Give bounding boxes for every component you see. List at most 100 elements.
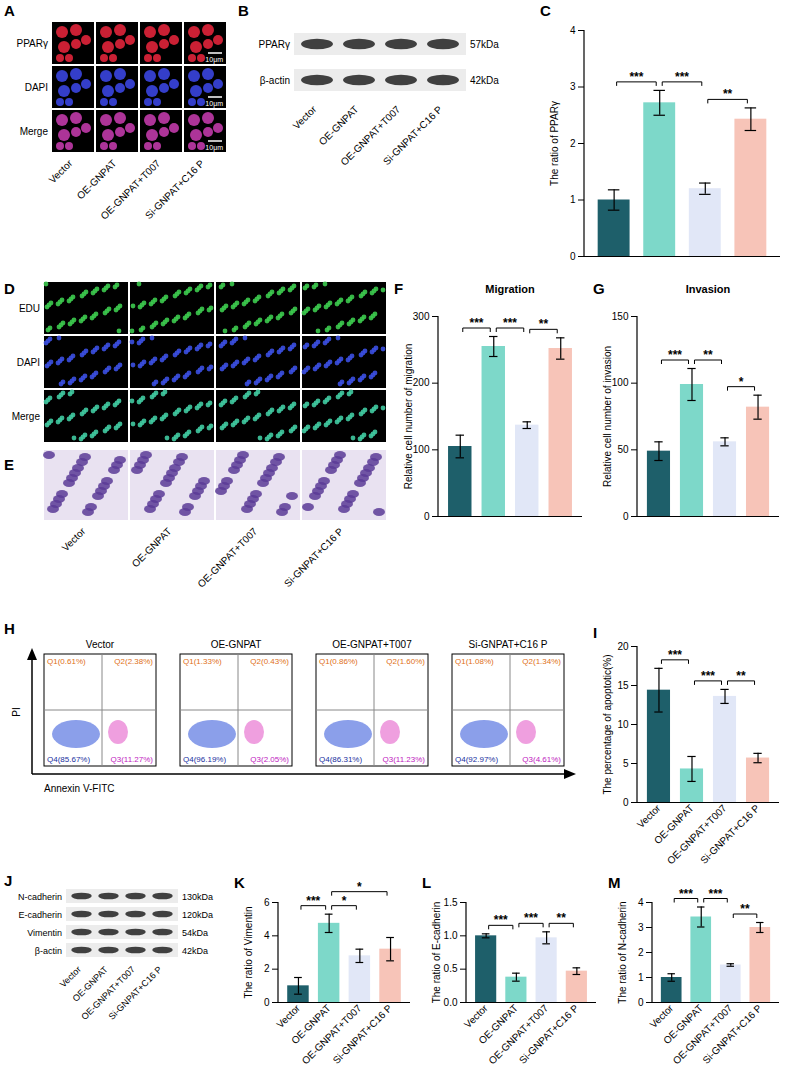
svg-text:Q4(96.19%): Q4(96.19%) [183, 755, 226, 764]
svg-text:H: H [4, 620, 15, 637]
svg-text:OE-GNPAT: OE-GNPAT [75, 158, 119, 202]
svg-text:Q2(1.60%): Q2(1.60%) [386, 657, 425, 666]
svg-text:*: * [342, 894, 347, 908]
svg-text:N-cadherin: N-cadherin [18, 892, 62, 902]
svg-text:Annexin V-FITC: Annexin V-FITC [44, 783, 115, 794]
svg-text:C: C [540, 2, 551, 19]
svg-text:Q3(2.05%): Q3(2.05%) [250, 755, 289, 764]
svg-text:OE-GNPAT: OE-GNPAT [317, 104, 361, 148]
svg-text:OE-GNPAT+T007: OE-GNPAT+T007 [665, 802, 729, 866]
svg-text:EDU: EDU [19, 303, 40, 314]
svg-text:50: 50 [617, 444, 629, 455]
svg-text:100: 100 [413, 444, 430, 455]
svg-text:K: K [234, 874, 245, 891]
svg-text:0: 0 [623, 797, 629, 808]
svg-text:Si-GNPAT+C16 P: Si-GNPAT+C16 P [331, 1002, 395, 1066]
svg-text:DAPI: DAPI [25, 82, 48, 93]
svg-text:**: ** [736, 669, 746, 683]
svg-text:***: *** [629, 70, 643, 84]
svg-text:Vector: Vector [58, 964, 83, 989]
svg-text:**: ** [557, 911, 567, 925]
svg-text:Vector: Vector [635, 802, 663, 830]
svg-text:3: 3 [638, 922, 644, 933]
svg-text:Si-GNPAT+C16 P: Si-GNPAT+C16 P [381, 103, 445, 167]
svg-text:Vimentin: Vimentin [27, 928, 62, 938]
svg-text:A: A [4, 2, 15, 19]
svg-text:0.0: 0.0 [444, 997, 458, 1008]
svg-text:Invasion: Invasion [686, 283, 731, 295]
svg-text:0.5: 0.5 [444, 963, 458, 974]
svg-text:Vector: Vector [291, 103, 319, 131]
svg-text:Relative cell number of migrat: Relative cell number of migration [403, 344, 414, 490]
svg-text:15: 15 [617, 680, 629, 691]
svg-text:The ratio of PPARγ: The ratio of PPARγ [549, 101, 560, 186]
svg-text:***: *** [701, 669, 715, 683]
svg-text:Si-GNPAT+C16 P: Si-GNPAT+C16 P [143, 157, 207, 221]
svg-text:Q1(1.33%): Q1(1.33%) [183, 657, 222, 666]
svg-text:Q4(85.67%): Q4(85.67%) [47, 755, 90, 764]
svg-text:2: 2 [638, 947, 644, 958]
svg-text:Vector: Vector [86, 639, 115, 650]
svg-text:10: 10 [617, 719, 629, 730]
svg-text:The ratio of E-cadherin: The ratio of E-cadherin [431, 902, 442, 1004]
svg-text:***: *** [708, 887, 722, 901]
svg-text:G: G [593, 280, 605, 297]
svg-text:130kDa: 130kDa [182, 892, 213, 902]
svg-text:Q3(4.61%): Q3(4.61%) [522, 755, 561, 764]
svg-text:6: 6 [264, 897, 270, 908]
svg-text:The percentage of apoptotic(%): The percentage of apoptotic(%) [602, 654, 613, 794]
svg-text:Q4(92.97%): Q4(92.97%) [455, 755, 498, 764]
svg-text:Si-GNPAT+C16 P: Si-GNPAT+C16 P [700, 1002, 764, 1066]
svg-text:Merge: Merge [20, 126, 49, 137]
svg-text:0: 0 [623, 511, 629, 522]
svg-text:Si-GNPAT+C16 P: Si-GNPAT+C16 P [517, 1002, 581, 1066]
svg-text:4: 4 [638, 897, 644, 908]
svg-text:0: 0 [424, 511, 430, 522]
svg-text:4: 4 [264, 930, 270, 941]
svg-text:1: 1 [570, 194, 576, 205]
svg-text:42kDa: 42kDa [182, 946, 208, 956]
svg-text:0: 0 [264, 997, 270, 1008]
svg-text:1.0: 1.0 [444, 930, 458, 941]
svg-text:Q4(86.31%): Q4(86.31%) [319, 755, 362, 764]
svg-text:β-actin: β-actin [35, 946, 62, 956]
svg-text:The ratio of N-cadherin: The ratio of N-cadherin [617, 901, 628, 1003]
svg-text:***: *** [470, 316, 484, 330]
svg-text:0: 0 [570, 251, 576, 262]
svg-text:57kDa: 57kDa [470, 39, 499, 50]
svg-text:10μm: 10μm [205, 100, 223, 108]
svg-text:3: 3 [570, 81, 576, 92]
svg-text:2: 2 [570, 138, 576, 149]
svg-text:*: * [739, 375, 744, 389]
svg-text:B: B [238, 2, 249, 19]
svg-text:***: *** [524, 911, 538, 925]
svg-text:OE-GNPAT+T007: OE-GNPAT+T007 [332, 639, 412, 650]
svg-text:Q3(11.23%): Q3(11.23%) [382, 755, 425, 764]
svg-text:PPARγ: PPARγ [259, 39, 291, 50]
svg-text:120kDa: 120kDa [182, 910, 213, 920]
svg-text:***: *** [668, 348, 682, 362]
svg-text:***: *** [668, 648, 682, 662]
svg-text:Si-GNPAT+C16 P: Si-GNPAT+C16 P [282, 525, 346, 589]
svg-text:The ratio of Vimentin: The ratio of Vimentin [243, 906, 254, 998]
svg-text:100: 100 [612, 377, 629, 388]
svg-text:Si-GNPAT+C16 P: Si-GNPAT+C16 P [469, 639, 548, 650]
svg-text:DAPI: DAPI [17, 357, 40, 368]
svg-text:Q2(0.43%): Q2(0.43%) [250, 657, 289, 666]
svg-text:J: J [4, 872, 12, 889]
svg-text:Q2(1.34%): Q2(1.34%) [522, 657, 561, 666]
svg-text:54kDa: 54kDa [182, 928, 208, 938]
svg-text:β-actin: β-actin [260, 75, 290, 86]
svg-text:Q1(0.86%): Q1(0.86%) [319, 657, 358, 666]
svg-text:300: 300 [413, 311, 430, 322]
svg-text:OE-GNPAT+T007: OE-GNPAT+T007 [196, 525, 260, 589]
svg-text:Vector: Vector [47, 157, 75, 185]
svg-text:10μm: 10μm [205, 144, 223, 152]
svg-text:***: *** [503, 316, 517, 330]
svg-text:Si-GNPAT+C16 P: Si-GNPAT+C16 P [698, 802, 762, 866]
svg-text:2: 2 [264, 963, 270, 974]
svg-text:1: 1 [638, 972, 644, 983]
svg-text:PPARγ: PPARγ [17, 38, 49, 49]
svg-text:***: *** [675, 70, 689, 84]
svg-text:0: 0 [638, 997, 644, 1008]
